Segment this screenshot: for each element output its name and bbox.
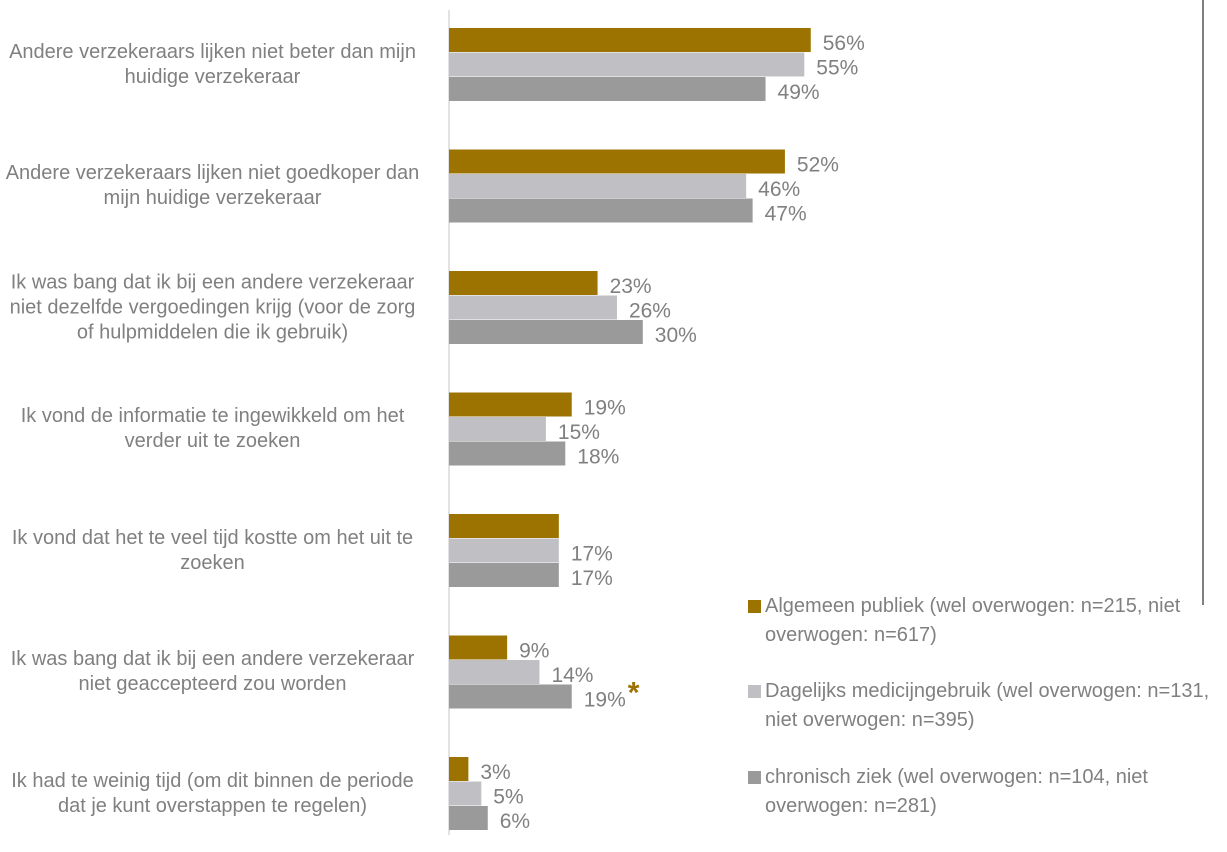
value-label: 56%: [823, 32, 865, 55]
bar: [449, 77, 766, 101]
bar: [449, 514, 559, 538]
bar: [449, 392, 572, 417]
value-label: 9%: [519, 639, 549, 662]
value-label: 46%: [758, 178, 800, 201]
bar: [449, 635, 508, 660]
value-label: 52%: [797, 153, 839, 176]
value-label: 30%: [655, 324, 697, 347]
bar: [449, 781, 482, 806]
value-label: 55%: [816, 56, 858, 79]
category-label: Ik had te weinig tijd (om dit binnen de …: [11, 769, 414, 817]
value-label: 49%: [778, 81, 820, 104]
bar: [449, 174, 747, 198]
category-label: Ik was bang dat ik bij een andere verzek…: [10, 648, 415, 696]
bar: [449, 441, 566, 466]
category-label: Ik was bang dat ik bij een andere verzek…: [9, 271, 416, 344]
bar: [449, 320, 643, 344]
value-label: 18%: [577, 445, 619, 468]
value-label: 47%: [765, 202, 807, 225]
category-label: Andere verzekeraars lijken niet beter da…: [9, 40, 416, 88]
value-label: 5%: [493, 785, 523, 808]
value-label: 17%: [571, 567, 613, 590]
bar: [449, 295, 617, 320]
legend-label: Dagelijks medicijngebruik (wel overwogen…: [765, 680, 1210, 731]
value-label: 6%: [500, 810, 530, 833]
category-label: Ik vond dat het te veel tijd kostte om h…: [11, 526, 414, 574]
value-label: 23%: [610, 275, 652, 298]
bar: [449, 149, 785, 174]
value-label: 17%: [571, 542, 613, 565]
legend-swatch: [748, 771, 761, 784]
bar: [449, 757, 469, 781]
value-label: 15%: [558, 421, 600, 444]
category-label: Andere verzekeraars lijken niet goedkope…: [5, 162, 420, 210]
category-label: Ik vond de informatie te ingewikkeld om …: [20, 405, 405, 453]
bar: [449, 198, 753, 223]
legend-swatch: [748, 685, 761, 698]
bar: [449, 684, 572, 709]
legend-swatch: [748, 600, 761, 613]
legend-label: chronisch ziek (wel overwogen: n=104, ni…: [765, 766, 1148, 817]
value-label: 3%: [480, 761, 510, 784]
bar: [449, 806, 488, 830]
legend-label: Algemeen publiek (wel overwogen: n=215, …: [765, 595, 1181, 646]
value-label: 26%: [629, 299, 671, 322]
bar: [449, 271, 598, 295]
value-label: 19%: [584, 396, 626, 419]
annotation: *: [628, 677, 640, 710]
bar: [449, 660, 540, 684]
bar: [449, 28, 811, 52]
bar: [449, 538, 559, 563]
bar: [449, 52, 805, 77]
value-label: 19%: [584, 688, 626, 711]
bar: [449, 417, 546, 441]
bar: [449, 563, 559, 587]
value-label: 14%: [551, 664, 593, 687]
